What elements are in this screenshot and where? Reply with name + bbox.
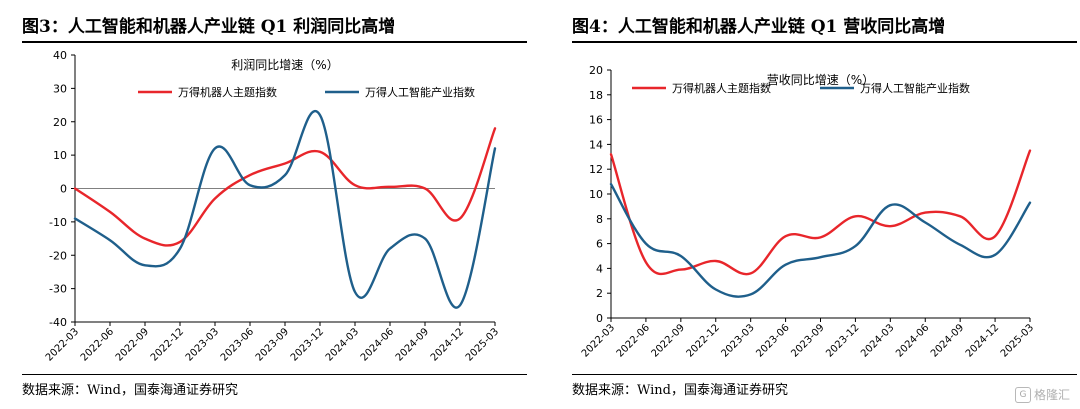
y-tick-label: 0 [596,312,603,325]
legend-label: 万得人工智能产业指数 [860,81,970,95]
series-line-robot [609,149,1032,276]
y-tick-label: -20 [49,249,67,262]
y-tick-label: 14 [589,138,603,151]
x-tick-label: 2024-06 [894,322,931,359]
y-tick-label: 16 [589,114,603,127]
chart-title: 营收同比增速（%） [767,73,874,87]
profit-growth-chart: 利润同比增速（%）-40-30-20-100102030402022-03202… [44,49,501,364]
legend-label: 万得人工智能产业指数 [365,85,475,99]
y-tick-label: 18 [589,89,603,102]
x-tick-label: 2022-03 [580,322,617,359]
x-tick-label: 2025-03 [999,322,1036,359]
legend-label: 万得机器人主题指数 [178,85,277,99]
y-tick-label: 20 [589,64,603,77]
y-tick-label: 2 [596,287,603,300]
data-source: 数据来源：Wind，国泰海通证券研究 [572,383,788,398]
watermark: G 格隆汇 [1014,386,1070,403]
figure-title: 图4：人工智能和机器人产业链 Q1 营收同比高增 [572,17,946,37]
watermark-text: 格隆汇 [1033,388,1070,402]
x-tick-label: 2025-03 [464,326,501,363]
source-divider [572,374,1077,375]
figure-3-panel: 图3：人工智能和机器人产业链 Q1 利润同比高增 利润同比增速（%） -40 -30… [0,0,530,409]
data-source: 数据来源：Wind，国泰海通证券研究 [22,383,238,398]
y-tick-label: -40 [49,316,67,329]
y-tick-label: 6 [596,238,603,251]
y-tick-label: 20 [53,116,67,129]
x-tick-label: 2024-09 [929,322,966,359]
series-line-ai [73,110,497,309]
x-tick-label: 2023-03 [719,322,756,359]
x-tick-label: 2024-03 [324,326,361,363]
y-tick-label: 30 [53,82,67,95]
title-divider [572,41,1077,43]
x-tick-label: 2023-12 [289,326,326,363]
y-tick-label: 10 [53,149,67,162]
x-tick-label: 2024-03 [859,322,896,359]
legend-label: 万得机器人主题指数 [672,81,771,95]
x-tick-label: 2023-12 [824,322,861,359]
x-tick-label: 2023-06 [754,322,791,359]
y-tick-label: 10 [589,188,603,201]
series-line-robot [73,127,497,247]
y-tick-label: 4 [596,262,603,275]
x-tick-label: 2023-09 [789,322,826,359]
y-tick-label: 12 [589,163,603,176]
x-tick-label: 2024-06 [359,326,396,363]
x-tick-label: 2022-09 [114,326,151,363]
x-tick-label: 2022-12 [149,326,186,363]
y-tick-label: -10 [49,216,67,229]
x-tick-label: 2024-12 [964,322,1001,359]
x-tick-label: 2023-09 [254,326,291,363]
x-tick-label: 2022-12 [685,322,722,359]
source-divider [22,374,527,375]
y-tick-label: 40 [53,49,67,62]
x-tick-label: 2023-03 [184,326,221,363]
x-tick-label: 2024-12 [429,326,466,363]
series-line-ai [609,182,1032,298]
figure-4-panel: 图4：人工智能和机器人产业链 Q1 营收同比高增 营收同比增速（%） 0 2 4 6 8 1… [550,0,1080,409]
watermark-logo-icon: G [1014,386,1031,403]
x-tick-label: 2022-06 [615,322,652,359]
y-tick-label: -30 [49,283,67,296]
x-tick-label: 2022-09 [650,322,687,359]
figure-title: 图3：人工智能和机器人产业链 Q1 利润同比高增 [22,17,396,37]
x-tick-label: 2024-09 [394,326,431,363]
x-tick-label: 2022-03 [44,326,81,363]
x-tick-label: 2022-06 [79,326,116,363]
chart-title: 利润同比增速（%） [231,58,338,72]
y-tick-label: 8 [596,213,603,226]
x-tick-label: 2023-06 [219,326,256,363]
y-tick-label: 0 [60,183,67,196]
revenue-growth-chart: 营收同比增速（%） 0 2 4 6 8 10 12 14 16 18 20 2022-032022-06… [580,64,1036,360]
title-divider [22,41,527,43]
